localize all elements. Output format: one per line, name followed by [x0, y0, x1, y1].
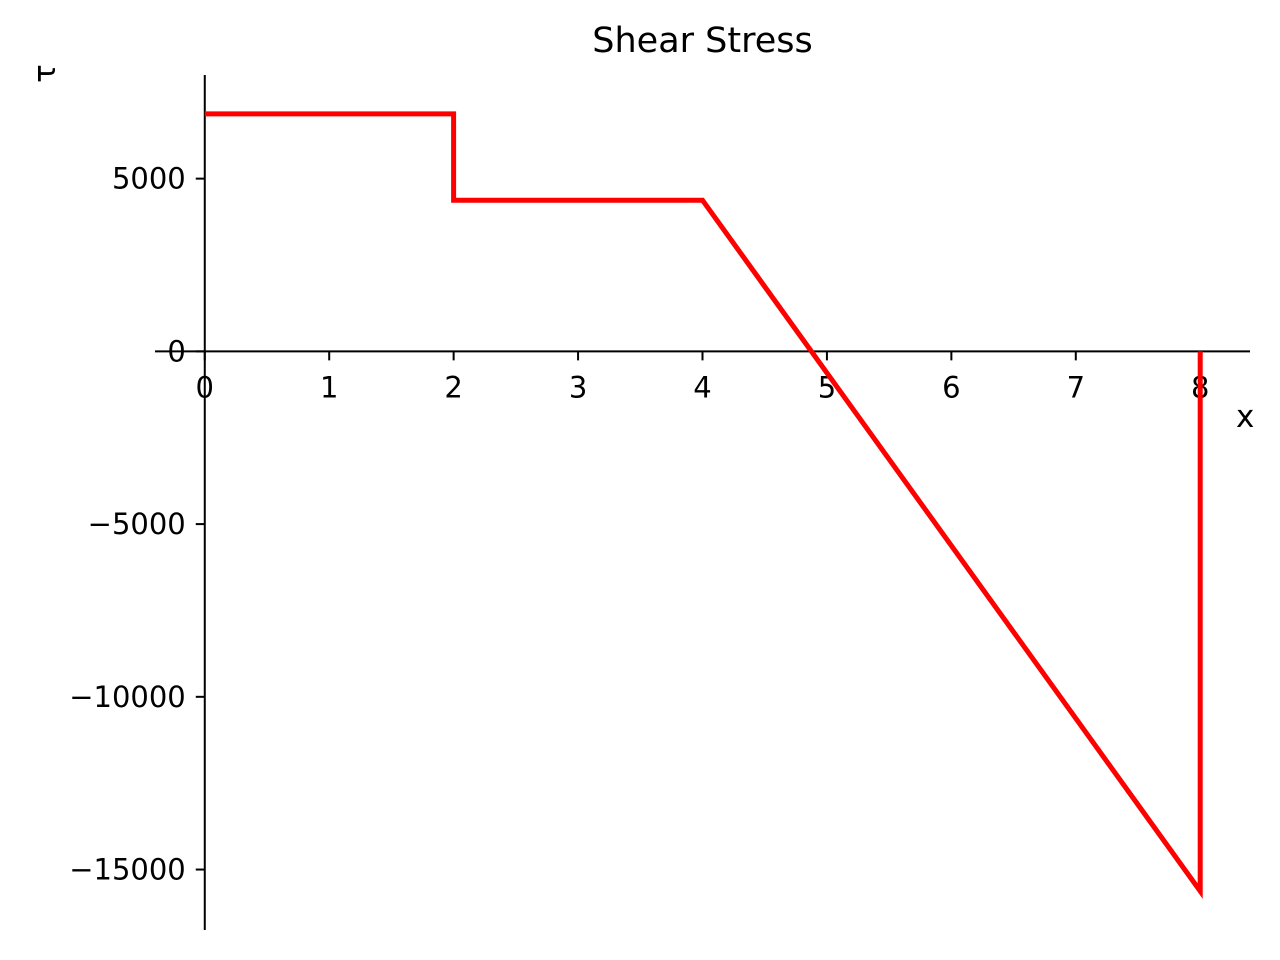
x-tick-label: 4	[693, 370, 711, 404]
y-tick-label: −5000	[88, 507, 186, 541]
x-tick-label: 7	[1067, 370, 1085, 404]
chart-title: Shear Stress	[592, 21, 813, 61]
x-tick-label: 2	[444, 370, 462, 404]
x-tick-label: 6	[942, 370, 960, 404]
x-tick-label: 3	[569, 370, 587, 404]
shear-stress-line	[204, 111, 1203, 899]
x-axis-label: x	[1236, 399, 1255, 435]
y-tick-label: −10000	[69, 680, 186, 714]
y-tick-label: 5000	[112, 162, 186, 196]
x-tick-label: 1	[320, 370, 338, 404]
y-tick-label: −15000	[69, 853, 186, 887]
